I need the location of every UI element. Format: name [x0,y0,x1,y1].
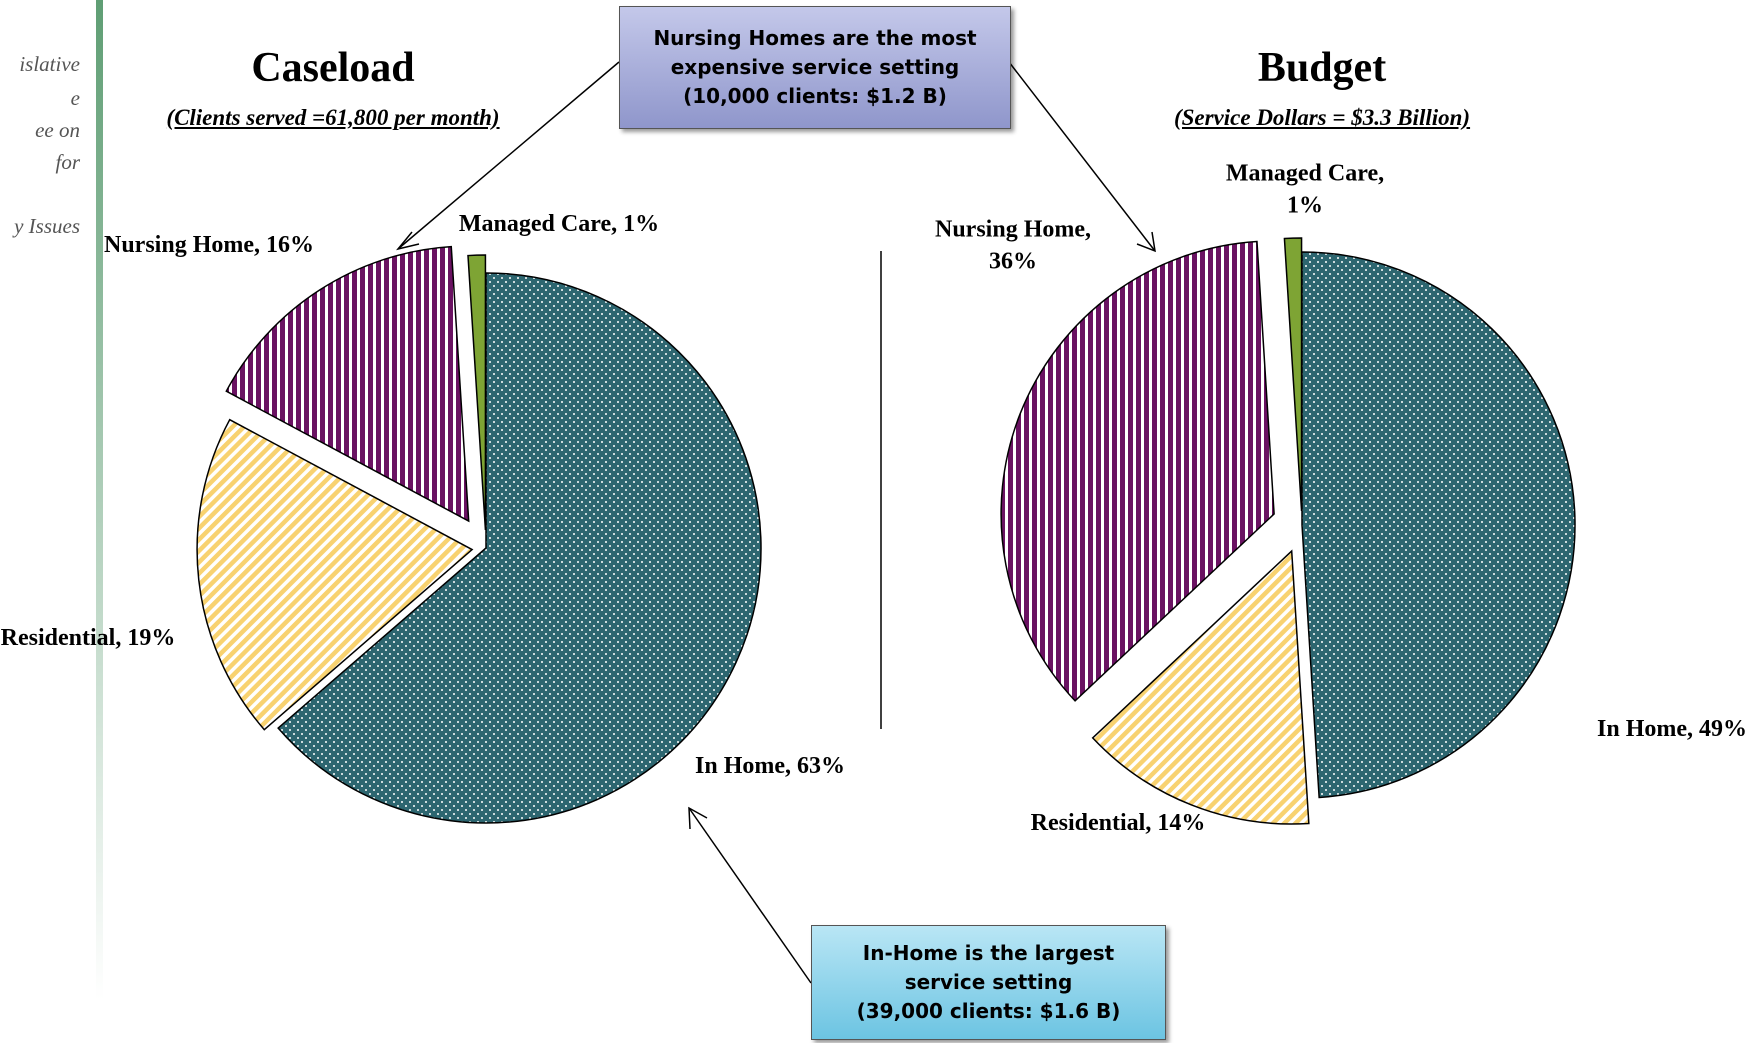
sidebar-bar [96,0,103,1000]
slice-label: Residential, 14% [1030,809,1206,836]
pie-slice [225,245,470,523]
pie-slice [1000,240,1275,702]
pie-slice [1301,251,1576,799]
chart-title: Budget [1257,45,1387,91]
slice-label: Nursing Home, 36% [935,216,1091,275]
arrow-head [688,806,708,830]
chart-subtitle: (Service Dollars = $3.3 Billion) [1173,105,1471,130]
arrow-head [1136,231,1156,253]
chart-title: Caseload [251,45,415,91]
arrow [397,61,620,250]
arrow [1008,61,1156,252]
pie-slice [1091,549,1310,825]
pie-slice [1283,237,1303,512]
callout-box: In-Home is the largest service setting (39… [811,925,1166,1040]
sidebar-text: e [70,86,80,110]
callout-text: service setting [904,970,1073,994]
sidebar-text: ee on [35,118,80,142]
arrows [396,61,1156,984]
sidebar-text: for [55,150,80,174]
callout-text: In-Home is the largest [862,941,1115,965]
callout-box: Nursing Homes are the most expensive serv… [619,6,1011,129]
slice-label: In Home, 63% [695,752,845,779]
chart-subtitle: (Clients served =61,800 per month) [166,105,500,130]
slice-label: Managed Care, 1% [458,210,660,237]
callout-text: expensive service setting [670,55,960,79]
arrow [688,807,812,984]
callout-text: (10,000 clients: $1.2 B) [683,84,947,108]
sidebar-text: islative [19,52,80,76]
callout-text: (39,000 clients: $1.6 B) [856,999,1121,1023]
slice-label: Managed Care, 1% [1225,160,1385,219]
slice-label: Residential, 19% [0,624,176,651]
sidebar-text: y Issues [14,214,80,238]
pie-slice [196,418,474,731]
pie-slice [467,254,487,531]
slice-label: In Home, 49% [1597,715,1747,742]
callout-text: Nursing Homes are the most [653,26,977,50]
pie-slice [277,272,762,824]
arrow-head [396,231,420,251]
slice-label: Nursing Home, 16% [104,231,314,258]
